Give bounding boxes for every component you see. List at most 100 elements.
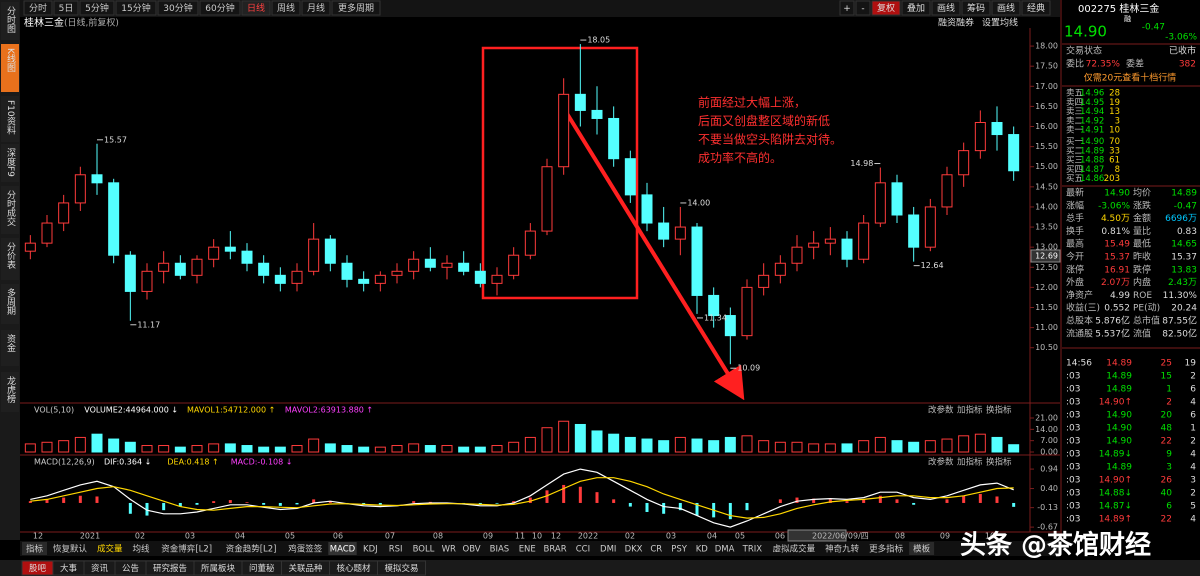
tool-label[interactable]: - <box>861 4 864 14</box>
period-button[interactable] <box>199 0 241 16</box>
header-link[interactable]: 设置均线 <box>982 17 1018 29</box>
sidebar-tab-bg[interactable] <box>1 44 19 92</box>
indicator-tab[interactable]: CR <box>650 545 662 555</box>
period-button[interactable] <box>331 0 381 16</box>
panel-tool[interactable]: 加指标 <box>957 457 983 468</box>
period-button[interactable] <box>115 0 157 16</box>
period-label[interactable]: 周线 <box>277 2 295 14</box>
bottom-tab[interactable]: 问董秘 <box>249 563 275 574</box>
period-label[interactable]: 分时 <box>29 2 47 14</box>
tool-button[interactable] <box>991 0 1021 16</box>
period-button[interactable] <box>157 0 199 16</box>
indicator-tab[interactable]: DMI <box>600 545 616 555</box>
promo[interactable]: 仅需20元查看十档行情 <box>1084 72 1176 84</box>
indicator-tab[interactable]: 成交量 <box>97 544 123 555</box>
indicator-tab[interactable]: DKX <box>625 545 643 555</box>
bottom-tab[interactable]: 资讯 <box>91 563 109 574</box>
sidebar-tab-bg[interactable] <box>1 330 19 366</box>
indicator-tab[interactable]: KD <box>696 545 709 555</box>
tab-bg[interactable] <box>328 542 357 555</box>
indicator-tab[interactable]: DMA <box>715 545 735 555</box>
bottom-tab[interactable]: 模拟交易 <box>384 563 418 574</box>
sidebar-tab-bg[interactable] <box>1 372 19 412</box>
tool-button[interactable] <box>855 0 871 16</box>
indicator-tab[interactable]: 资金趋势[L2] <box>226 544 277 555</box>
bottom-tab[interactable]: 公告 <box>122 563 139 574</box>
sidebar-tab[interactable]: 多周期 <box>5 287 16 316</box>
indicator-tab[interactable]: 均线 <box>132 544 150 555</box>
sidebar-tab-bg[interactable] <box>1 186 19 234</box>
indicator-tab[interactable]: RSI <box>389 545 403 555</box>
period-label[interactable]: 60分钟 <box>205 2 234 14</box>
indicator-tab[interactable]: BOLL <box>413 545 435 555</box>
header-link[interactable]: 融资融券 <box>938 17 974 29</box>
sidebar-tab-bg[interactable] <box>1 284 19 324</box>
tool-label[interactable]: 筹码 <box>967 2 985 14</box>
tab-bg[interactable] <box>22 542 47 555</box>
sidebar-tab-bg[interactable] <box>1 96 19 142</box>
indicator-tab[interactable]: CCI <box>576 545 590 555</box>
sidebar-tab[interactable]: 分时图 <box>5 6 16 34</box>
sidebar-tab[interactable]: F10资料 <box>5 100 16 136</box>
bottom-tab[interactable]: 大事 <box>60 563 78 574</box>
tool-label[interactable]: 经典 <box>1027 2 1045 14</box>
period-button[interactable] <box>23 0 53 16</box>
tool-label[interactable]: 复权 <box>877 2 895 14</box>
sidebar-tab[interactable]: K线图 <box>5 48 16 73</box>
indicator-tab[interactable]: WR <box>442 545 456 555</box>
tool-button[interactable] <box>839 0 855 16</box>
panel-tool[interactable]: 改参数 <box>928 457 954 468</box>
sidebar-tab-bg[interactable] <box>1 2 19 40</box>
tool-button[interactable] <box>901 0 931 16</box>
panel-tool[interactable]: 改参数 <box>928 405 954 416</box>
sidebar-tab-bg[interactable] <box>1 238 19 280</box>
tool-button[interactable] <box>961 0 991 16</box>
indicator-tab[interactable]: MACD <box>330 545 356 555</box>
bottom-tab-bg[interactable] <box>377 560 426 576</box>
sidebar-tab[interactable]: 分价表 <box>5 242 16 270</box>
indicator-tab[interactable]: BIAS <box>490 545 510 555</box>
period-label[interactable]: 5分钟 <box>85 2 109 14</box>
indicator-tab[interactable]: BRAR <box>544 545 567 555</box>
tool-label[interactable]: 画线 <box>997 2 1015 14</box>
bottom-tab[interactable]: 所属板块 <box>201 563 236 574</box>
period-label[interactable]: 月线 <box>307 2 325 14</box>
sidebar-tab[interactable]: 深度F9 <box>5 148 16 177</box>
sidebar-tab[interactable]: 资金 <box>5 334 16 352</box>
panel-tool[interactable]: 换指标 <box>986 405 1012 416</box>
tool-button[interactable] <box>871 0 901 16</box>
tool-label[interactable]: + <box>843 4 851 14</box>
indicator-tab[interactable]: 恢复默认 <box>53 544 88 555</box>
sidebar-tab[interactable]: 龙虎榜 <box>5 375 16 404</box>
period-label[interactable]: 更多周期 <box>338 2 374 14</box>
indicator-tab[interactable]: 模板 <box>913 544 931 555</box>
period-button[interactable] <box>79 0 115 16</box>
bottom-tab[interactable]: 研究报告 <box>153 563 187 574</box>
period-label[interactable]: 15分钟 <box>121 2 150 14</box>
tool-label[interactable]: 画线 <box>937 2 955 14</box>
indicator-tab[interactable]: PSY <box>671 545 688 555</box>
bottom-tab[interactable]: 股吧 <box>29 564 47 574</box>
period-button[interactable] <box>53 0 79 16</box>
period-label[interactable]: 5日 <box>59 3 74 14</box>
indicator-tab[interactable]: 指标 <box>26 544 44 555</box>
period-label[interactable]: 30分钟 <box>163 2 192 14</box>
indicator-tab[interactable]: 资金博弈[L2] <box>161 544 212 555</box>
indicator-tab[interactable]: TRIX <box>742 545 763 555</box>
bottom-tab[interactable]: 核心题材 <box>336 563 371 574</box>
indicator-tab[interactable]: ENE <box>519 545 536 555</box>
indicator-tab[interactable]: KDJ <box>363 545 378 555</box>
tab-bg[interactable] <box>909 542 935 555</box>
bottom-tab[interactable]: 关联品种 <box>288 563 322 574</box>
indicator-tab[interactable]: 虚拟成交量 <box>773 544 816 555</box>
period-button[interactable] <box>301 0 331 16</box>
period-label[interactable]: 日线 <box>247 2 265 14</box>
tool-button[interactable] <box>931 0 961 16</box>
sidebar-tab[interactable]: 分时成交 <box>5 190 16 227</box>
panel-tool[interactable]: 换指标 <box>986 457 1012 468</box>
period-button[interactable] <box>241 0 271 16</box>
period-button[interactable] <box>271 0 301 16</box>
indicator-tab[interactable]: OBV <box>463 545 481 555</box>
indicator-tab[interactable]: 神奇九转 <box>825 544 860 555</box>
sidebar-tab-bg[interactable] <box>1 144 19 182</box>
